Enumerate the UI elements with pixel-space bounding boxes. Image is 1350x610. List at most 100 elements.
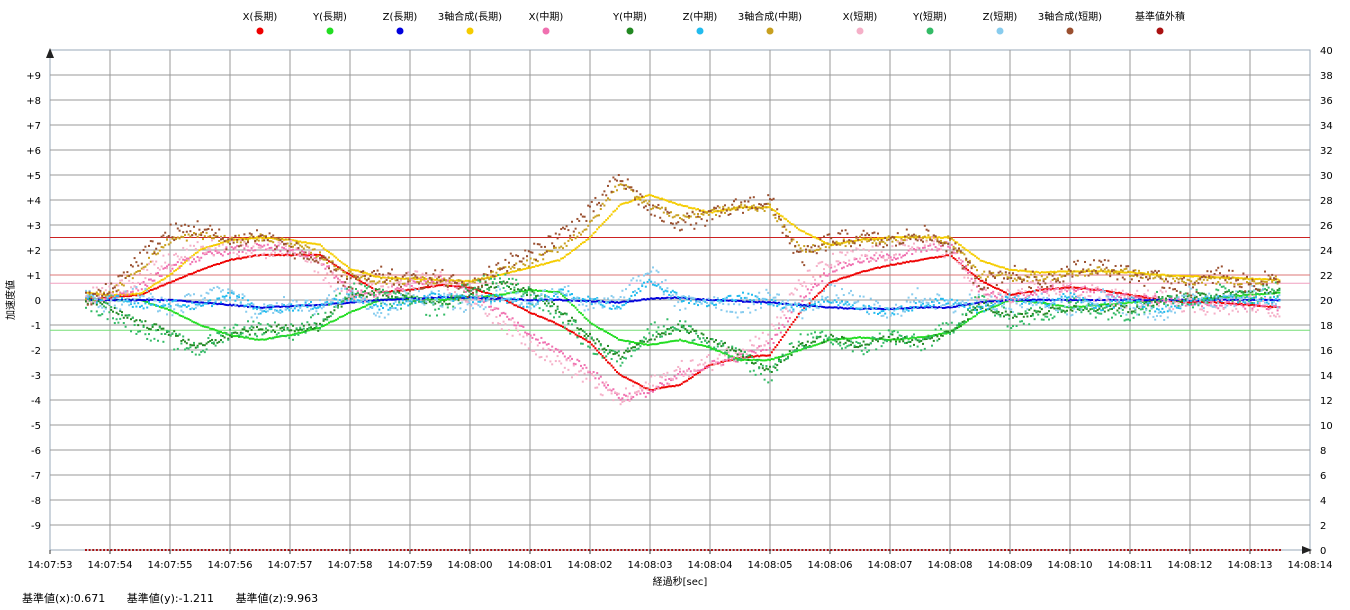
- data-point: [725, 359, 728, 362]
- data-point: [961, 260, 964, 263]
- data-point: [702, 333, 705, 336]
- data-point: [376, 305, 379, 308]
- data-point: [238, 296, 240, 299]
- data-point: [205, 252, 208, 255]
- data-point: [860, 270, 863, 273]
- data-point: [135, 305, 138, 308]
- data-point: [1001, 299, 1004, 302]
- data-point: [567, 298, 570, 301]
- data-point: [499, 314, 501, 317]
- data-point: [535, 338, 537, 341]
- data-point: [1278, 306, 1281, 309]
- data-point: [648, 278, 651, 281]
- data-point: [1145, 273, 1148, 276]
- data-point: [866, 336, 869, 339]
- data-point: [389, 298, 392, 301]
- data-point: [630, 397, 633, 400]
- data-point: [484, 295, 487, 298]
- data-point: [479, 297, 482, 300]
- data-point: [236, 241, 239, 244]
- data-point: [209, 339, 212, 342]
- data-point: [891, 258, 894, 261]
- data-point: [497, 297, 500, 300]
- data-point: [1111, 291, 1113, 294]
- data-point: [326, 300, 329, 303]
- data-point: [301, 245, 303, 248]
- data-point: [614, 335, 617, 338]
- data-point: [947, 330, 950, 333]
- grid: [49, 49, 1311, 551]
- data-point: [1075, 298, 1077, 301]
- data-point: [756, 206, 759, 209]
- data-point: [1139, 295, 1142, 298]
- data-point: [936, 333, 939, 336]
- data-point: [646, 344, 649, 347]
- data-point: [223, 250, 226, 253]
- data-point: [227, 241, 230, 244]
- data-point: [1003, 301, 1005, 304]
- data-point: [1147, 296, 1149, 299]
- data-point: [671, 201, 674, 204]
- data-point: [1046, 299, 1049, 302]
- data-point: [374, 275, 377, 278]
- data-point: [288, 334, 291, 337]
- data-point: [877, 257, 879, 260]
- data-point: [185, 239, 188, 242]
- data-point: [994, 311, 996, 314]
- data-point: [1273, 292, 1275, 295]
- data-point: [261, 239, 264, 242]
- data-point: [324, 258, 327, 261]
- data-point: [376, 288, 379, 291]
- data-point: [358, 277, 361, 280]
- data-point: [326, 316, 329, 319]
- data-point: [1118, 270, 1121, 273]
- data-point: [1127, 301, 1130, 304]
- data-point: [184, 316, 186, 319]
- data-point: [961, 320, 964, 323]
- data-point: [351, 268, 354, 271]
- data-point: [682, 300, 685, 303]
- data-point: [677, 296, 680, 299]
- data-point: [1132, 271, 1135, 274]
- data-point: [983, 288, 986, 291]
- data-point: [1008, 299, 1011, 302]
- data-point: [373, 295, 375, 298]
- data-point: [956, 299, 959, 302]
- data-point: [1114, 304, 1117, 307]
- data-point: [1246, 277, 1248, 280]
- data-point: [977, 301, 980, 304]
- data-point: [553, 299, 555, 302]
- data-point: [832, 243, 834, 246]
- data-point: [821, 289, 824, 292]
- data-point: [531, 290, 534, 293]
- data-point: [583, 299, 586, 302]
- data-point: [626, 201, 629, 204]
- data-point: [353, 269, 356, 272]
- data-point: [610, 333, 613, 336]
- data-point: [995, 300, 998, 303]
- legend-marker-icon: [626, 27, 634, 35]
- data-point: [419, 300, 422, 303]
- data-point: [587, 300, 590, 303]
- data-point: [340, 305, 343, 308]
- data-point: [1213, 304, 1216, 307]
- data-point: [104, 294, 107, 297]
- data-point: [1175, 294, 1178, 297]
- data-point: [455, 297, 458, 300]
- data-point: [976, 285, 978, 288]
- data-point: [407, 283, 410, 286]
- data-point: [331, 320, 334, 323]
- data-point: [1274, 304, 1277, 307]
- data-point: [923, 257, 926, 260]
- data-point: [337, 268, 339, 271]
- data-point: [261, 338, 264, 341]
- data-point: [373, 275, 375, 278]
- data-point: [261, 245, 264, 248]
- data-point: [815, 337, 818, 340]
- data-point: [731, 299, 734, 302]
- data-point: [918, 340, 921, 343]
- data-point: [1219, 304, 1221, 307]
- data-point: [322, 247, 325, 250]
- data-point: [666, 341, 669, 344]
- data-point: [898, 253, 901, 256]
